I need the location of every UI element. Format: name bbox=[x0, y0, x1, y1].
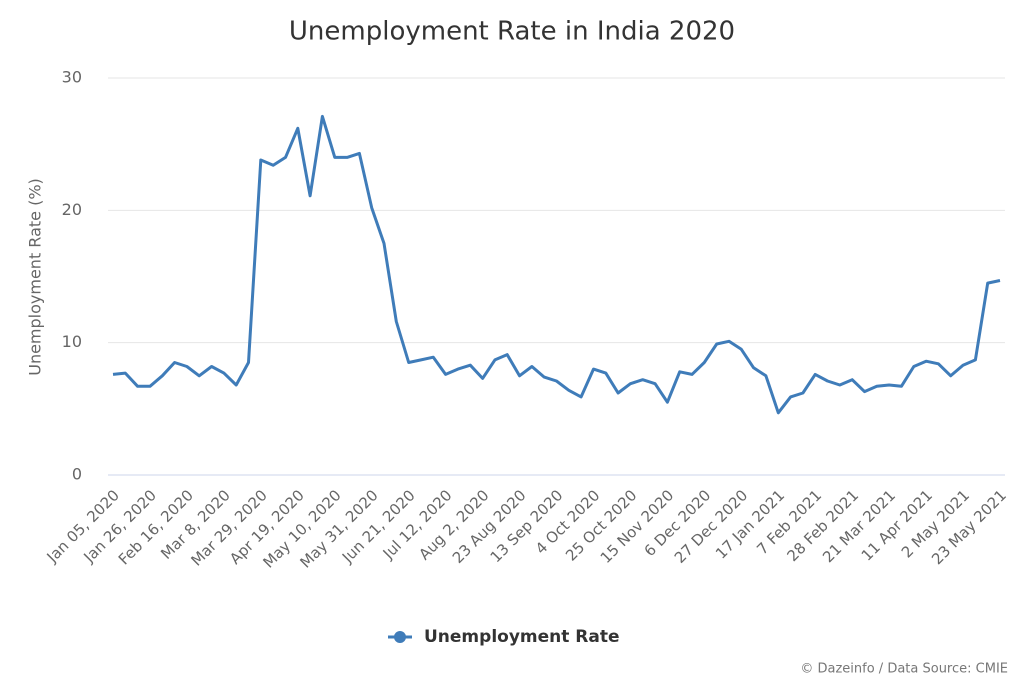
chart-title: Unemployment Rate in India 2020 bbox=[289, 17, 735, 47]
y-tick-label: 30 bbox=[62, 68, 82, 87]
legend-label: Unemployment Rate bbox=[424, 627, 620, 647]
source: © Dazeinfo / Data Source: CMIE bbox=[800, 662, 1008, 677]
y-tick-label: 0 bbox=[72, 465, 82, 484]
y-tick-label: 10 bbox=[62, 332, 82, 351]
y-axis-label: Unemployment Rate (%) bbox=[26, 178, 45, 376]
data-line bbox=[112, 114, 1001, 415]
legend-symbol bbox=[394, 631, 406, 643]
y-tick-label: 20 bbox=[62, 200, 82, 219]
